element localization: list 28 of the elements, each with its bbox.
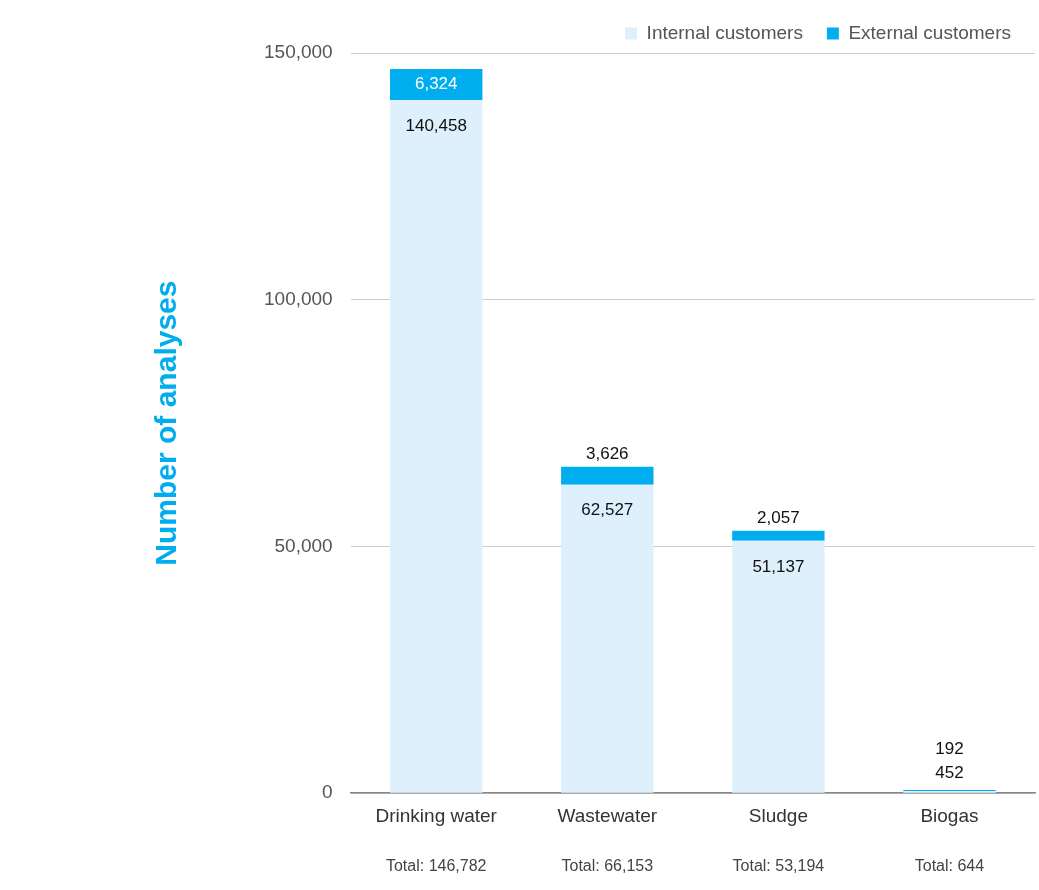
legend-label: External customers	[848, 21, 1012, 43]
y-tick-label: 0	[322, 781, 333, 803]
bar	[561, 484, 654, 793]
y-tick-label: 50,000	[274, 534, 333, 556]
bar	[732, 530, 825, 541]
bar	[390, 100, 483, 793]
y-tick-label: 100,000	[263, 287, 333, 309]
data-label: 192	[935, 738, 964, 758]
bar	[561, 466, 654, 485]
x-tick-label: Drinking water	[375, 804, 498, 826]
legend-label: Internal customers	[646, 21, 803, 43]
data-label: 3,626	[586, 444, 629, 464]
data-label: 2,057	[757, 508, 800, 528]
text: Total: 66,153	[561, 856, 654, 874]
data-label: 62,527	[581, 500, 634, 520]
data-label: 51,137	[752, 556, 805, 576]
text: Total: 146,782	[385, 856, 487, 874]
data-label: 140,458	[405, 115, 467, 135]
bar	[732, 540, 825, 793]
text: Total: 644	[914, 856, 985, 874]
text: Total: 53,194	[732, 856, 825, 874]
x-tick-label: Sludge	[748, 804, 808, 826]
y-tick-label: 150,000	[263, 41, 333, 63]
data-label: 452	[935, 762, 964, 782]
y-axis-title: Number of analyses	[149, 280, 183, 566]
x-tick-label: Biogas	[920, 804, 979, 826]
data-label: 6,324	[414, 74, 458, 94]
x-tick-label: Wastewater	[557, 804, 658, 826]
